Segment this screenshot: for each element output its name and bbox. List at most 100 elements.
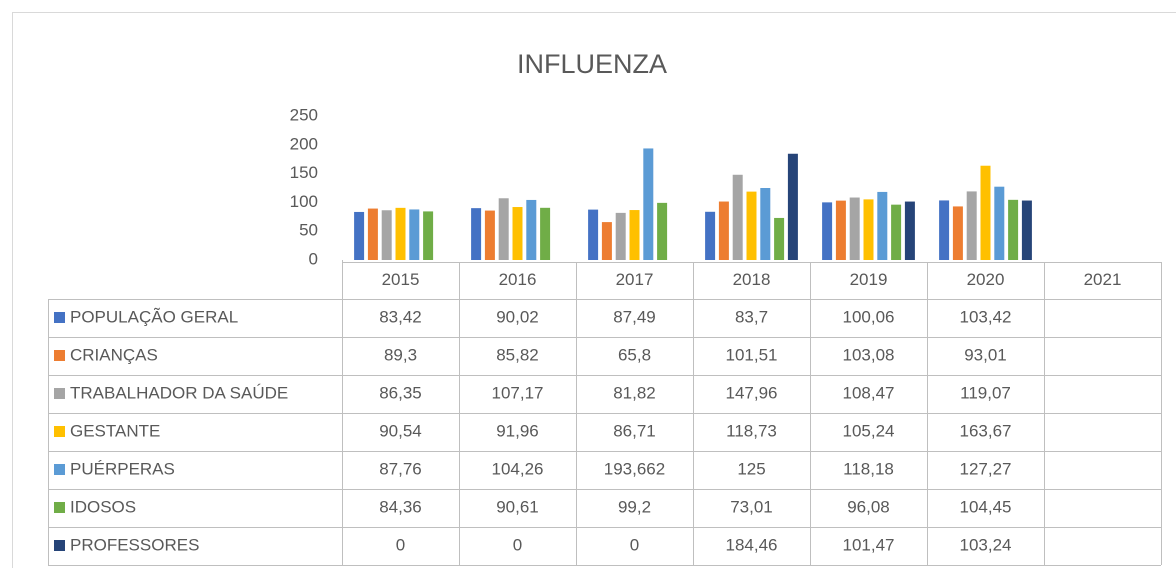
data-table-cell: 103,24 (960, 535, 1012, 554)
bar (787, 153, 798, 260)
data-table-cell: 119,07 (960, 383, 1011, 402)
y-tick-label: 250 (290, 105, 318, 124)
x-tick-label: 2016 (499, 270, 537, 289)
bar (994, 186, 1005, 260)
bar (746, 191, 757, 260)
data-table-cell: 101,51 (726, 345, 778, 364)
legend-label: GESTANTE (70, 421, 160, 440)
data-table-cell: 91,96 (496, 421, 539, 440)
bar (1008, 199, 1019, 260)
bar (835, 200, 846, 260)
data-table-cell: 103,42 (960, 307, 1012, 326)
data-table-cell: 108,47 (843, 383, 895, 402)
data-table-cell: 184,46 (726, 535, 778, 554)
bar (891, 204, 902, 260)
data-table-cell: 147,96 (726, 383, 778, 402)
legend-key (54, 388, 65, 399)
data-table-cell: 0 (630, 535, 639, 554)
x-tick-label: 2018 (733, 270, 771, 289)
data-table-cell: 118,18 (843, 459, 894, 478)
bar (615, 212, 626, 260)
data-table-cell: 83,7 (735, 307, 768, 326)
x-tick-label: 2015 (382, 270, 420, 289)
data-table-cell: 84,36 (379, 497, 422, 516)
chart-border (12, 12, 1176, 568)
x-tick-label: 2021 (1084, 270, 1122, 289)
bar (863, 199, 874, 260)
bar (601, 222, 612, 260)
data-table-cell: 86,71 (613, 421, 656, 440)
bar (822, 202, 833, 260)
legend-label: TRABALHADOR DA SAÚDE (70, 383, 288, 402)
legend-label: PROFESSORES (70, 535, 199, 554)
data-table-cell: 118,73 (726, 421, 777, 440)
data-table-cell: 103,08 (843, 345, 895, 364)
data-table-cell: 90,61 (496, 497, 539, 516)
data-table-cell: 163,67 (960, 421, 1012, 440)
y-tick-label: 0 (309, 249, 318, 268)
legend-key (54, 350, 65, 361)
y-tick-label: 200 (290, 134, 318, 153)
bar (354, 211, 365, 260)
bar (718, 201, 729, 260)
bar (952, 206, 963, 260)
bar (643, 148, 654, 260)
data-table-cell: 104,45 (960, 497, 1012, 516)
bar (732, 174, 743, 260)
data-table-cell: 73,01 (730, 497, 773, 516)
bar (423, 211, 434, 260)
y-tick-label: 50 (299, 221, 318, 240)
chart-title: INFLUENZA (517, 49, 667, 79)
legend-label: CRIANÇAS (70, 345, 158, 364)
bar (980, 165, 991, 260)
data-table-cell: 89,3 (384, 345, 417, 364)
data-table-cell: 86,35 (379, 383, 422, 402)
data-table-cell: 0 (513, 535, 522, 554)
data-table-cell: 83,42 (379, 307, 422, 326)
data-table-cell: 105,24 (843, 421, 895, 440)
legend-label: IDOSOS (70, 497, 136, 516)
bar (395, 207, 406, 260)
legend-key (54, 426, 65, 437)
bar (512, 207, 523, 260)
data-table-cell: 99,2 (618, 497, 651, 516)
data-table-cell: 100,06 (843, 307, 895, 326)
bar (540, 207, 551, 260)
x-tick-label: 2017 (616, 270, 654, 289)
bar (966, 191, 977, 260)
data-table-cell: 127,27 (960, 459, 1012, 478)
bar (760, 188, 771, 260)
legend-label: POPULAÇÃO GERAL (70, 307, 238, 326)
bar (526, 199, 537, 260)
legend-key (54, 502, 65, 513)
data-table-cell: 65,8 (618, 345, 651, 364)
data-table-cell: 96,08 (847, 497, 890, 516)
y-tick-label: 100 (290, 192, 318, 211)
data-table-cell: 87,49 (613, 307, 656, 326)
bar (367, 208, 378, 260)
data-table-cell: 90,54 (379, 421, 422, 440)
data-table-cell: 93,01 (964, 345, 1007, 364)
legend-key (54, 540, 65, 551)
bar (774, 217, 785, 260)
bar (849, 197, 860, 260)
bar (939, 200, 950, 260)
data-table-cell: 81,82 (613, 383, 656, 402)
data-table-cell: 107,17 (492, 383, 544, 402)
bar (498, 198, 509, 260)
legend-key (54, 464, 65, 475)
x-tick-label: 2019 (850, 270, 888, 289)
data-table-cell: 0 (396, 535, 405, 554)
bar (588, 209, 599, 260)
bar (471, 208, 482, 260)
x-tick-label: 2020 (967, 270, 1005, 289)
data-table-cell: 193,662 (604, 459, 665, 478)
data-table-cell: 104,26 (492, 459, 544, 478)
bar (705, 211, 716, 260)
data-table-cell: 90,02 (496, 307, 539, 326)
bar (904, 201, 915, 260)
bar (629, 210, 640, 260)
bar (381, 210, 392, 260)
data-table-cell: 125 (737, 459, 765, 478)
